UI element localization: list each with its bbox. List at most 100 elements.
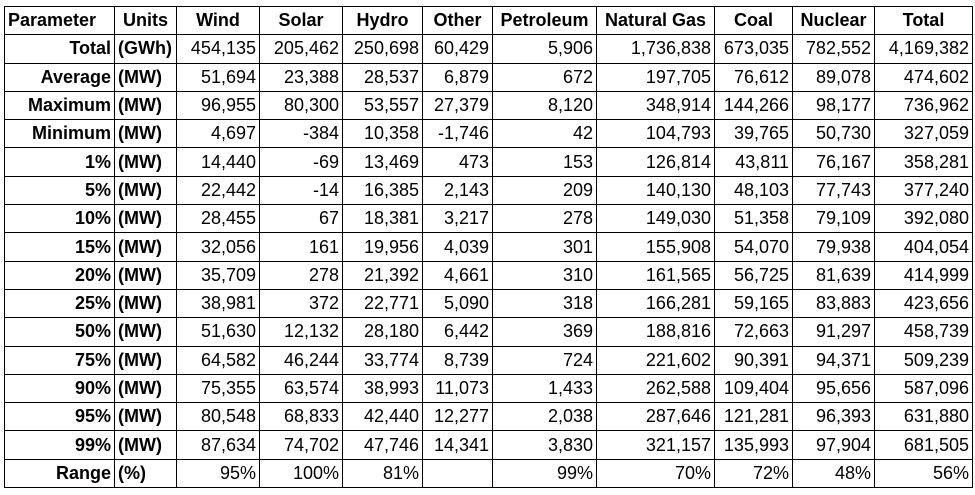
- value-cell: -14: [259, 175, 343, 206]
- row-label: 99%: [4, 430, 115, 460]
- row-label: 15%: [4, 232, 115, 262]
- value-cell: 458,739: [874, 317, 973, 347]
- value-cell: 155,908: [596, 232, 715, 262]
- row-label: 95%: [4, 402, 115, 432]
- value-cell: 56,725: [714, 260, 793, 290]
- value-cell: 12,277: [422, 402, 493, 432]
- value-cell: 6,879: [422, 62, 493, 92]
- value-cell: 75,355: [176, 373, 260, 404]
- value-cell: 48,103: [714, 175, 793, 206]
- value-cell: 80,548: [176, 402, 260, 432]
- unit-cell: (MW): [114, 119, 177, 149]
- value-cell: 454,135: [176, 34, 260, 64]
- value-cell: 32,056: [176, 232, 260, 262]
- value-cell: 474,602: [874, 62, 973, 92]
- row-label: Average: [4, 62, 115, 92]
- value-cell: 79,938: [792, 232, 875, 262]
- value-cell: 63,574: [259, 373, 343, 404]
- value-cell: 121,281: [714, 402, 793, 432]
- value-cell: 76,167: [792, 147, 875, 177]
- value-cell: 47,746: [342, 430, 423, 460]
- value-cell: 95,656: [792, 373, 875, 404]
- value-cell: 205,462: [259, 34, 343, 64]
- value-cell: 4,039: [422, 232, 493, 262]
- row-label: 75%: [4, 345, 115, 375]
- row-label: 20%: [4, 260, 115, 290]
- row-label: Total: [4, 34, 115, 64]
- unit-cell: (MW): [114, 373, 177, 404]
- value-cell: 126,814: [596, 147, 715, 177]
- value-cell: 587,096: [874, 373, 973, 404]
- value-cell: 8,739: [422, 345, 493, 375]
- value-cell: 98,177: [792, 90, 875, 121]
- value-cell: 64,582: [176, 345, 260, 375]
- value-cell: 782,552: [792, 34, 875, 64]
- value-cell: 278: [492, 204, 597, 234]
- value-cell: 67: [259, 204, 343, 234]
- value-cell: 83,883: [792, 288, 875, 319]
- value-cell: [422, 458, 493, 489]
- unit-cell: (MW): [114, 232, 177, 262]
- unit-cell: (GWh): [114, 34, 177, 64]
- table-row: 75% (MW) 64,582 46,244 33,774 8,739 724 221,602…: [4, 345, 973, 375]
- value-cell: 76,612: [714, 62, 793, 92]
- value-cell: 140,130: [596, 175, 715, 206]
- value-cell: 51,630: [176, 317, 260, 347]
- column-header: Units: [114, 5, 177, 36]
- column-header: Natural Gas: [596, 5, 715, 36]
- value-cell: 262,588: [596, 373, 715, 404]
- value-cell: 99%: [492, 458, 597, 489]
- value-cell: 51,694: [176, 62, 260, 92]
- table-row: 10% (MW) 28,455 67 18,381 3,217 278 149,030 51,3…: [4, 204, 973, 234]
- row-label: 10%: [4, 204, 115, 234]
- value-cell: 310: [492, 260, 597, 290]
- value-cell: 135,993: [714, 430, 793, 460]
- value-cell: 221,602: [596, 345, 715, 375]
- header-row: Parameter Units Wind Solar Hydro Other Petrole…: [4, 5, 973, 36]
- value-cell: 209: [492, 175, 597, 206]
- row-label: 5%: [4, 175, 115, 206]
- value-cell: 70%: [596, 458, 715, 489]
- value-cell: 681,505: [874, 430, 973, 460]
- unit-cell: (MW): [114, 175, 177, 206]
- unit-cell: (MW): [114, 288, 177, 319]
- value-cell: 473: [422, 147, 493, 177]
- value-cell: 166,281: [596, 288, 715, 319]
- value-cell: 21,392: [342, 260, 423, 290]
- column-header: Total: [874, 5, 973, 36]
- column-header: Solar: [259, 5, 343, 36]
- table-row: 95% (MW) 80,548 68,833 42,440 12,277 2,038 287,…: [4, 402, 973, 432]
- value-cell: -69: [259, 147, 343, 177]
- value-cell: 59,165: [714, 288, 793, 319]
- value-cell: 144,266: [714, 90, 793, 121]
- column-header: Petroleum: [492, 5, 597, 36]
- table-row: Minimum (MW) 4,697 -384 10,358 -1,746 42 104,79…: [4, 119, 973, 149]
- value-cell: 153: [492, 147, 597, 177]
- table-row: 90% (MW) 75,355 63,574 38,993 11,073 1,433 262,…: [4, 373, 973, 404]
- value-cell: 672: [492, 62, 597, 92]
- value-cell: 81%: [342, 458, 423, 489]
- value-cell: 321,157: [596, 430, 715, 460]
- value-cell: 60,429: [422, 34, 493, 64]
- value-cell: 736,962: [874, 90, 973, 121]
- value-cell: 100%: [259, 458, 343, 489]
- column-header: Parameter: [4, 5, 115, 36]
- value-cell: 38,993: [342, 373, 423, 404]
- column-header: Coal: [714, 5, 793, 36]
- value-cell: 509,239: [874, 345, 973, 375]
- value-cell: 89,078: [792, 62, 875, 92]
- table-row: Maximum (MW) 96,955 80,300 53,557 27,379 8,120…: [4, 90, 973, 121]
- value-cell: 91,297: [792, 317, 875, 347]
- value-cell: 95%: [176, 458, 260, 489]
- value-cell: 28,455: [176, 204, 260, 234]
- value-cell: 18,381: [342, 204, 423, 234]
- value-cell: 149,030: [596, 204, 715, 234]
- value-cell: 5,090: [422, 288, 493, 319]
- unit-cell: (MW): [114, 317, 177, 347]
- value-cell: 2,038: [492, 402, 597, 432]
- table-row: 50% (MW) 51,630 12,132 28,180 6,442 369 188,816…: [4, 317, 973, 347]
- value-cell: 327,059: [874, 119, 973, 149]
- unit-cell: (MW): [114, 147, 177, 177]
- value-cell: 5,906: [492, 34, 597, 64]
- value-cell: 28,537: [342, 62, 423, 92]
